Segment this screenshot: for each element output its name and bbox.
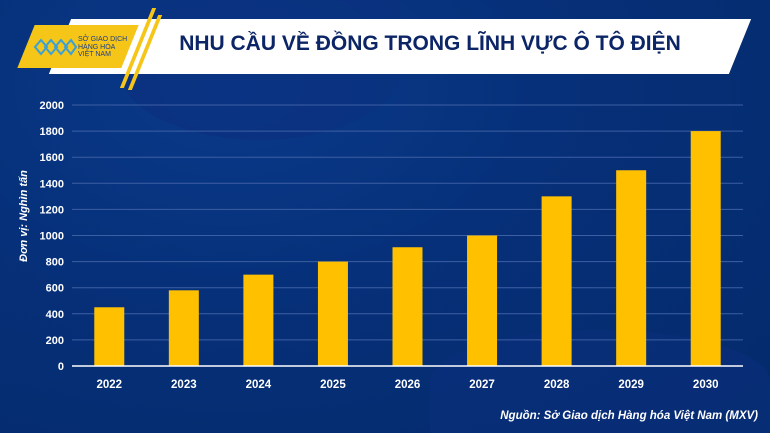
- y-tick-label: 1000: [40, 231, 64, 243]
- bar-2023: [168, 290, 199, 366]
- x-tick-label: 2027: [469, 379, 495, 391]
- y-tick-label: 1600: [40, 152, 64, 164]
- bar-2026: [392, 247, 423, 366]
- y-tick-label: 1200: [40, 204, 64, 216]
- y-tick-label: 400: [46, 309, 64, 321]
- y-tick-label: 1400: [40, 178, 64, 190]
- x-tick-label: 2026: [395, 379, 421, 391]
- y-tick-label: 0: [58, 361, 64, 373]
- x-tick-label: 2030: [693, 379, 719, 391]
- x-tick-label: 2022: [96, 379, 122, 391]
- x-tick-label: 2029: [618, 379, 644, 391]
- y-tick-label: 1800: [40, 126, 64, 138]
- bar-2027: [467, 235, 498, 366]
- bar-2030: [690, 131, 721, 366]
- logo-text: SỞ GIAO DỊCH HÀNG HÓA VIỆT NAM: [78, 36, 127, 59]
- source-note: Nguồn: Sở Giao dịch Hàng hóa Việt Nam (M…: [500, 410, 758, 422]
- bar-2024: [243, 274, 274, 366]
- y-tick-label: 200: [46, 335, 64, 347]
- logo-line: VIỆT NAM: [78, 51, 111, 58]
- bar-2022: [94, 307, 125, 366]
- bar-2029: [616, 170, 647, 366]
- page-title: NHU CẦU VỀ ĐỒNG TRONG LĨNH VỰC Ô TÔ ĐIỆN: [179, 32, 681, 55]
- y-tick-label: 2000: [40, 100, 64, 112]
- logo-line: SỞ GIAO DỊCH: [78, 36, 128, 43]
- x-tick-label: 2023: [171, 379, 197, 391]
- logo-line: HÀNG HÓA: [78, 43, 116, 51]
- bar-2025: [317, 261, 348, 366]
- x-tick-label: 2024: [246, 379, 272, 391]
- x-tick-label: 2028: [544, 379, 570, 391]
- x-tick-label: 2025: [320, 379, 346, 391]
- logo-wave-icon: [33, 38, 77, 56]
- y-tick-label: 600: [46, 283, 64, 295]
- bar-2028: [541, 196, 572, 366]
- y-tick-label: 800: [46, 257, 64, 269]
